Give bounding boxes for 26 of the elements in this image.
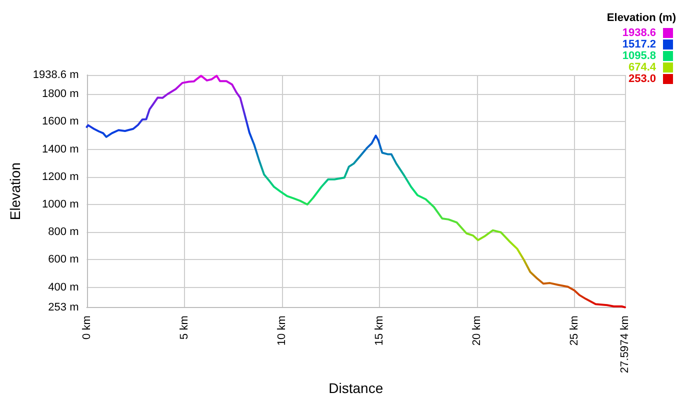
line-series	[86, 74, 626, 308]
x-axis-title: Distance	[328, 380, 384, 396]
y-axis-title: Elevation	[7, 162, 23, 220]
color-bar-label: 1938.6	[622, 27, 656, 39]
x-tick-label: 27.5974 km	[619, 316, 631, 374]
y-tick-label: 1400 m	[42, 143, 79, 156]
y-tick-label: 1000 m	[42, 198, 79, 211]
x-tick-label: 15 km	[373, 316, 386, 346]
color-bar-label: 1517.2	[622, 38, 656, 50]
y-tick-label: 400 m	[48, 281, 79, 294]
color-bar-label: 674.4	[628, 62, 657, 74]
y-tick-label: 600 m	[48, 254, 79, 266]
y-tick-label: 253 m	[48, 302, 79, 314]
x-tick-label: 5 km	[178, 316, 190, 340]
x-tick-label: 20 km	[470, 316, 483, 346]
y-tick-label: 1800 m	[42, 88, 79, 100]
color-bar-label: 1095.8	[622, 50, 656, 62]
y-tick-label: 1938.6 m	[32, 69, 79, 81]
color-bar-title: Elevation (m)	[606, 12, 676, 24]
y-tick-label: 1200 m	[42, 170, 79, 183]
x-tick-label: 25 km	[568, 316, 580, 346]
x-tick-label: 10 km	[276, 316, 288, 346]
y-tick-label: 1600 m	[42, 116, 79, 128]
y-tick-label: 800 m	[48, 226, 79, 238]
color-bar-label: 253.0	[628, 73, 656, 85]
x-tick-label: 0 km	[80, 316, 93, 340]
